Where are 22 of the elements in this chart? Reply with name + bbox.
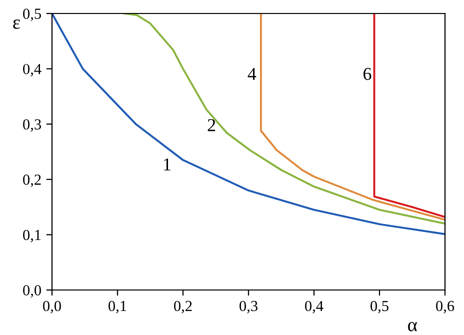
series-label: 1 — [164, 158, 170, 170]
y-tick-label: 0,1 — [23, 230, 41, 242]
y-tick-label: 0,2 — [23, 174, 41, 188]
series-label: 2 — [208, 119, 216, 132]
series-label: 6 — [364, 68, 372, 80]
x-axis-title: α — [408, 322, 418, 332]
line-series — [260, 14, 445, 221]
x-tick-label: 0,6 — [436, 300, 454, 314]
y-tick-label: 0,5 — [23, 8, 41, 22]
x-tick-label: 0,1 — [108, 300, 126, 314]
line-series — [124, 14, 445, 225]
x-tick-label: 0,3 — [240, 300, 258, 314]
x-tick-label: 0,0 — [43, 300, 61, 314]
y-tick-label: 0,4 — [23, 64, 42, 76]
y-tick-label: 0,3 — [23, 119, 41, 132]
x-tick-label: 0,4 — [305, 300, 324, 314]
series-label: 4 — [248, 68, 256, 80]
line-series — [373, 14, 445, 218]
y-tick-label: 0,0 — [23, 285, 41, 298]
y-axis-title: ε — [13, 20, 20, 29]
x-tick-label: 0,5 — [370, 300, 388, 314]
x-tick-label: 0,2 — [174, 300, 192, 314]
